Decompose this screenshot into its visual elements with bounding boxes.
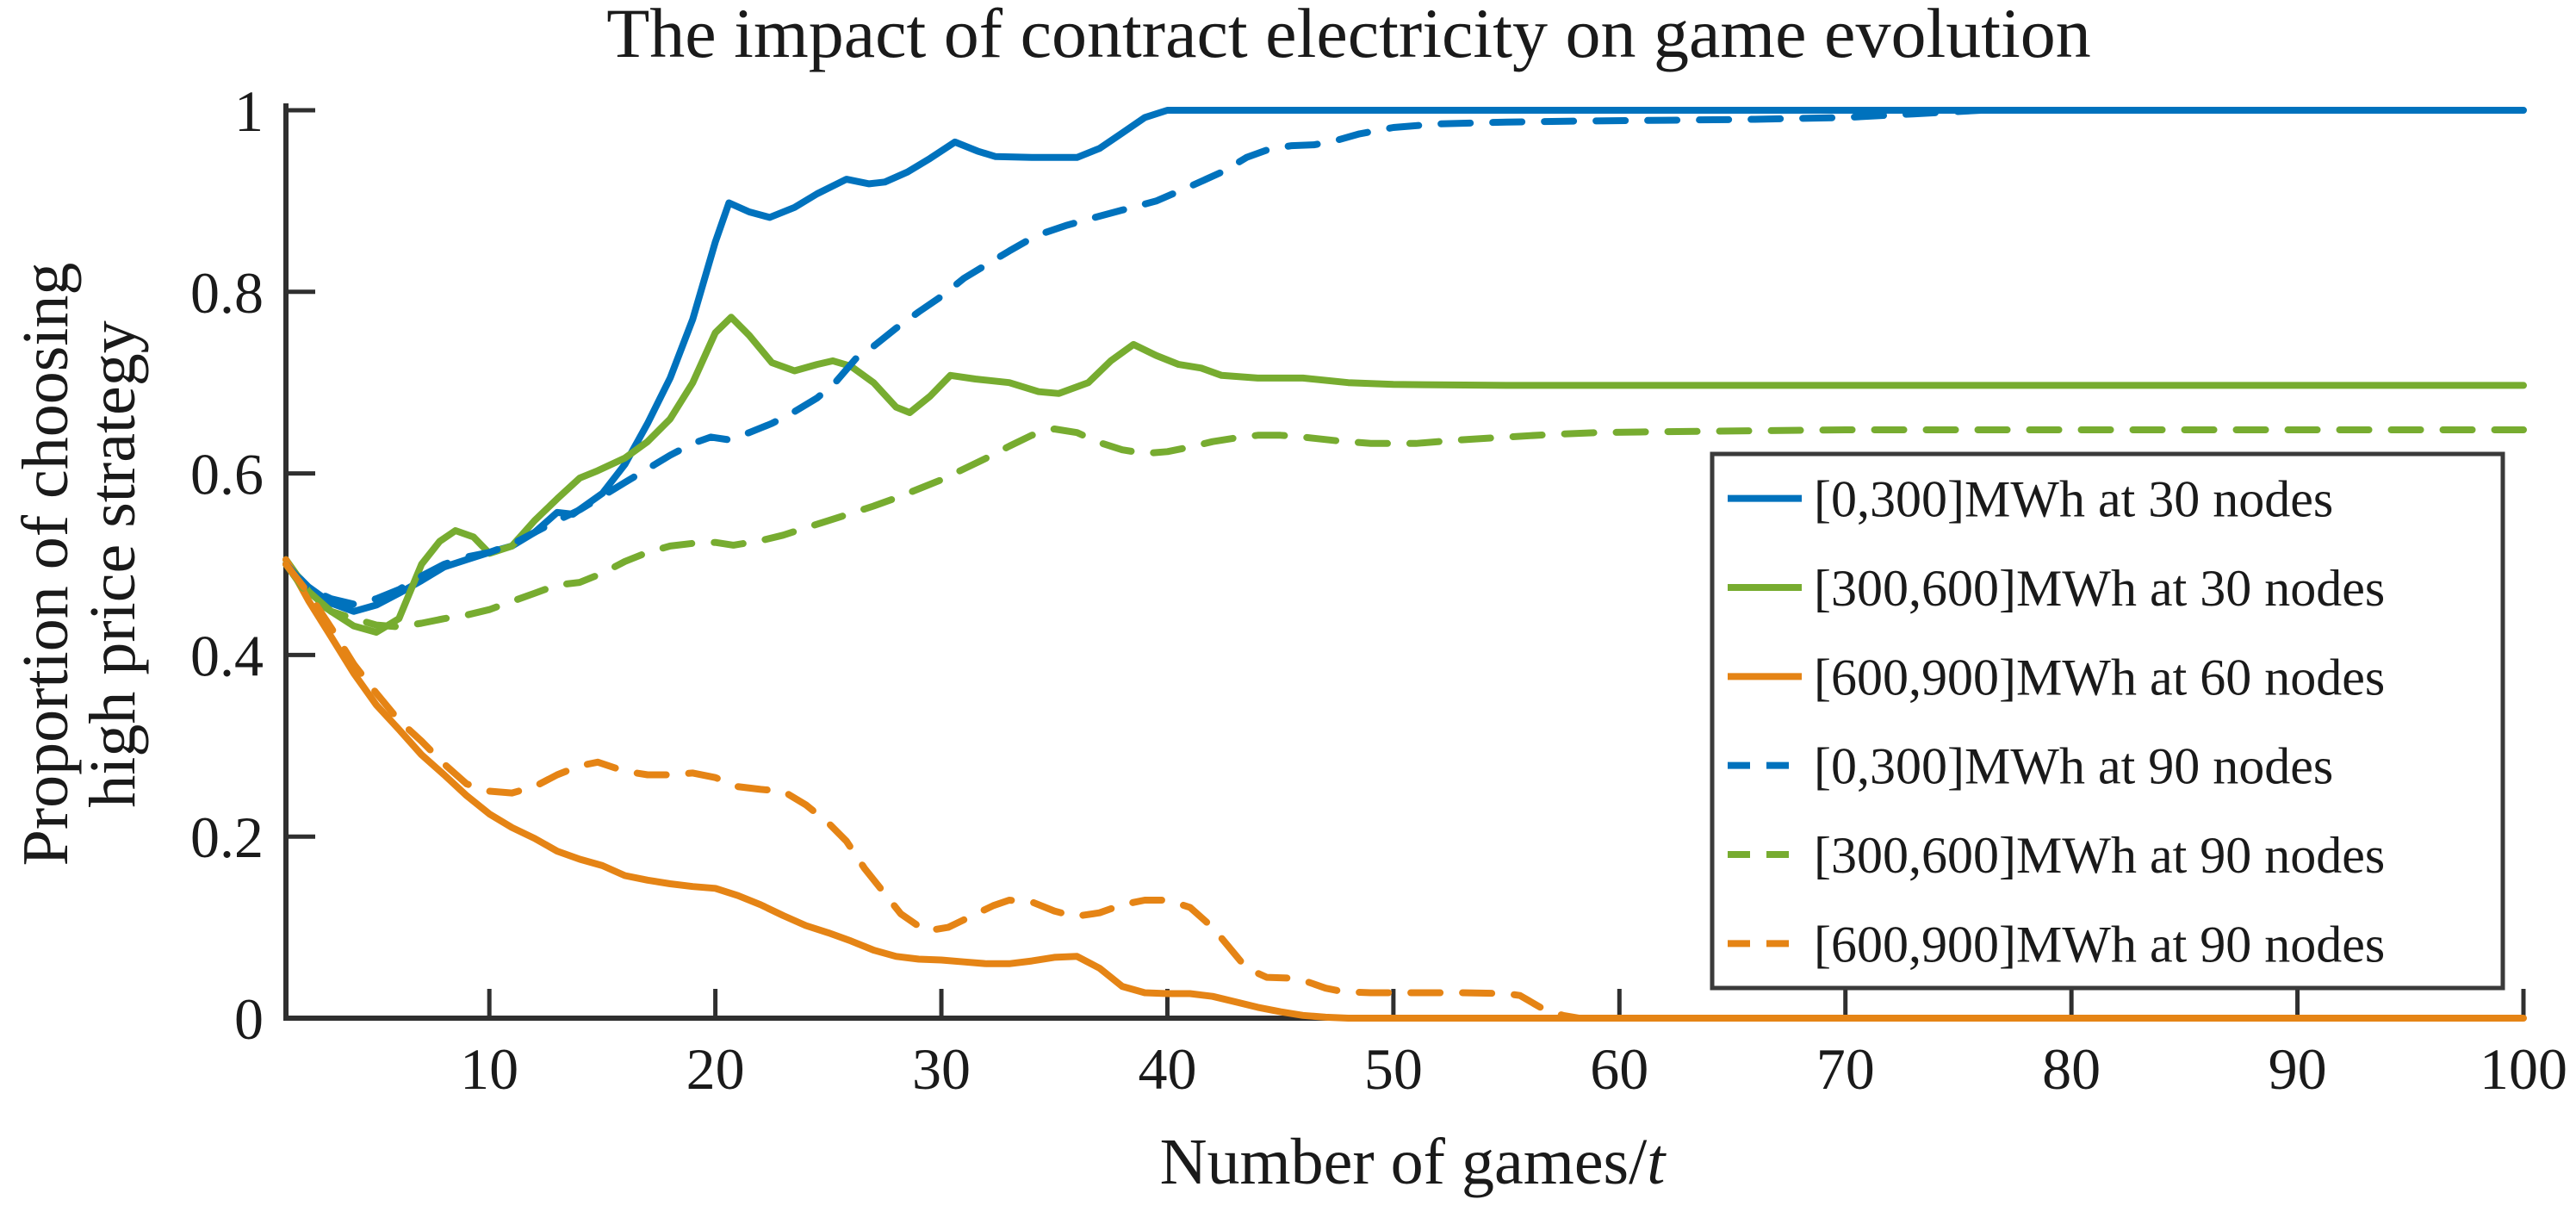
legend-entry-label: [0,300]MWh at 30 nodes (1814, 471, 2333, 528)
x-tick-label: 50 (1364, 1036, 1423, 1102)
x-tick-label: 30 (912, 1036, 971, 1102)
x-tick-label: 80 (2042, 1036, 2101, 1102)
legend-entry-label: [0,300]MWh at 90 nodes (1814, 738, 2333, 795)
legend-entry: [300,600]MWh at 90 nodes (1728, 827, 2385, 884)
legend-entry: [300,600]MWh at 30 nodes (1728, 560, 2385, 617)
legend-entry-label: [600,900]MWh at 60 nodes (1814, 649, 2385, 705)
x-tick-label: 70 (1816, 1036, 1875, 1102)
legend-entry: [0,300]MWh at 90 nodes (1728, 738, 2333, 795)
y-axis-label-line2: high price strategy (77, 320, 149, 808)
x-tick-label: 100 (2480, 1036, 2567, 1102)
y-tick-label: 0 (234, 986, 264, 1052)
y-tick-label: 1 (234, 78, 264, 144)
series-line (282, 314, 2527, 636)
series-line (282, 561, 2527, 1022)
x-axis-label: Number of games/t (1160, 1126, 1667, 1198)
y-axis-label-line1: Proportion of choosing (9, 263, 82, 867)
series-line (282, 426, 2527, 631)
x-tick-label: 40 (1138, 1036, 1196, 1102)
legend-entry: [600,900]MWh at 90 nodes (1728, 916, 2385, 973)
y-tick-label: 0.4 (190, 623, 264, 688)
x-tick-label: 90 (2269, 1036, 2327, 1102)
x-tick-label: 10 (460, 1036, 518, 1102)
legend: [0,300]MWh at 30 nodes [300,600]MWh at 30… (1710, 451, 2505, 991)
series-line (282, 107, 2527, 608)
x-tick-label: 20 (686, 1036, 745, 1102)
legend-entry: [600,900]MWh at 60 nodes (1728, 649, 2385, 705)
plot-area: 0 0.2 0.4 0.6 0.8 1 10 20 30 40 50 60 70 80 90 100 (190, 78, 2567, 1102)
legend-entry-label: [300,600]MWh at 90 nodes (1814, 827, 2385, 884)
legend-box (1710, 451, 2505, 991)
y-tick-label: 0.6 (190, 442, 264, 507)
y-tick-label: 0.2 (190, 805, 264, 870)
legend-entry: [0,300]MWh at 30 nodes (1728, 471, 2333, 528)
y-tick-label: 0.8 (190, 260, 264, 326)
chart-title: The impact of contract electricity on ga… (606, 0, 2091, 72)
x-tick-label: 60 (1590, 1036, 1648, 1102)
series-line (282, 556, 2527, 1022)
legend-entry-label: [300,600]MWh at 30 nodes (1814, 560, 2385, 617)
legend-entry-label: [600,900]MWh at 90 nodes (1814, 916, 2385, 973)
